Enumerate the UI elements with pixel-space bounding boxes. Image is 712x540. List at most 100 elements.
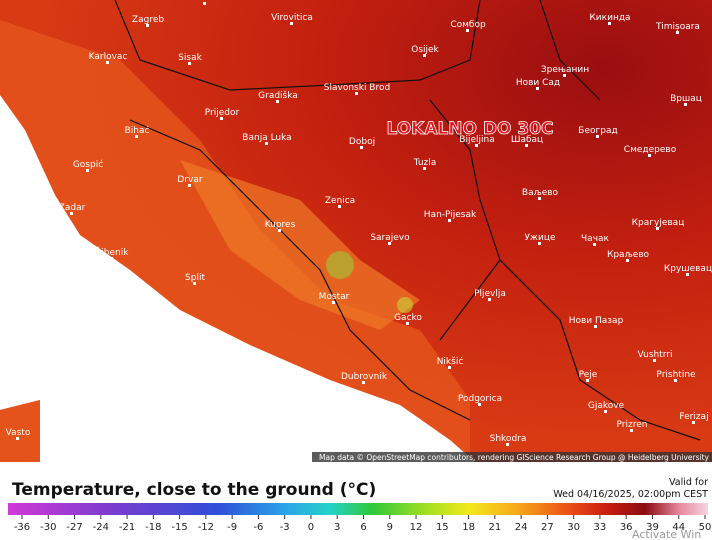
watermark: Activate Win	[632, 528, 701, 540]
city-dot	[596, 135, 599, 138]
city-dot	[135, 135, 138, 138]
city-dot	[630, 429, 633, 432]
colorbar-label: -9	[227, 522, 237, 533]
city-dot	[538, 242, 541, 245]
city-dot	[488, 298, 491, 301]
colorbar-label: -24	[93, 522, 109, 533]
city-dot	[193, 282, 196, 285]
city-label: Mostar	[319, 292, 350, 302]
city-dot	[648, 154, 651, 157]
city-dot	[594, 325, 597, 328]
city-label: Нови Пазар	[569, 316, 624, 326]
city-label: Краљево	[607, 250, 650, 260]
city-dot	[423, 167, 426, 170]
city-dot	[388, 242, 391, 245]
colorbar-label: 30	[567, 522, 580, 533]
colorbar-label: 39	[646, 522, 659, 533]
city-label: Shkodra	[490, 434, 527, 444]
colorbar-label: 12	[410, 522, 423, 533]
city-label: Drvar	[177, 175, 202, 185]
city-label: Zenica	[325, 196, 355, 206]
colorbar-label: 9	[387, 522, 393, 533]
city-label: Peje	[579, 370, 598, 380]
city-label: Prizren	[617, 420, 648, 430]
colorbar-label: -18	[145, 522, 161, 533]
city-dot	[684, 103, 687, 106]
city-label: Смедерево	[624, 145, 677, 155]
city-label: Split	[185, 273, 205, 283]
city-label: Banja Luka	[242, 133, 291, 143]
city-label: Slavonski Brod	[324, 83, 390, 93]
city-label: Gjakove	[588, 401, 625, 411]
city-dot	[586, 379, 589, 382]
colorbar-label: 6	[360, 522, 366, 533]
colorbar-label: 24	[515, 522, 528, 533]
borders	[114, 0, 701, 441]
colorbar-label: 44	[672, 522, 685, 533]
city-dot	[676, 31, 679, 34]
city-label: Gacko	[394, 313, 422, 323]
colorbar-label: -30	[40, 522, 56, 533]
city-dot	[86, 169, 89, 172]
city-label: Ferizaj	[679, 412, 708, 422]
city-dot	[355, 92, 358, 95]
city-dot	[332, 301, 335, 304]
city-label: Virovitica	[271, 13, 313, 23]
city-label: Šibenik	[96, 246, 130, 258]
city-dot	[188, 62, 191, 65]
city-dot	[626, 259, 629, 262]
city-dot	[448, 366, 451, 369]
attribution: Map data © OpenStreetMap contributors, r…	[319, 453, 710, 462]
city-label: Сомбор	[450, 20, 486, 30]
city-dot	[536, 87, 539, 90]
city-label: Bihać	[125, 125, 150, 136]
mild-zone	[180, 160, 420, 330]
colorbar-label: 0	[308, 522, 314, 533]
colorbar-label: -36	[14, 522, 30, 533]
cool-spot	[397, 297, 413, 313]
city-label: Prijedor	[205, 108, 240, 118]
city-dot	[563, 74, 566, 77]
colorbar-label: -21	[119, 522, 135, 533]
sea	[0, 95, 475, 462]
city-label: Timișoara	[655, 22, 700, 32]
city-label: Шабац	[511, 135, 543, 145]
city-dot	[604, 410, 607, 413]
colorbar-label: 21	[488, 522, 501, 533]
city-dot	[276, 100, 279, 103]
city-dot	[290, 22, 293, 25]
city-dot	[423, 54, 426, 57]
city-label: Bijeljina	[459, 135, 494, 145]
city-label: Ваљево	[522, 188, 559, 198]
city-label: Нови Сад	[516, 78, 560, 88]
city-label: Prishtine	[656, 370, 696, 380]
city-dot	[265, 142, 268, 145]
colorbar-label: 50	[699, 522, 712, 533]
city-dot	[203, 2, 206, 5]
city-label: Кикинда	[589, 13, 630, 23]
colorbar-label: -3	[280, 522, 290, 533]
city-label: Sisak	[178, 53, 202, 63]
city-label: Han-Pijesak	[424, 210, 477, 220]
city-label: Dubrovnik	[341, 372, 388, 382]
city-dot	[106, 61, 109, 64]
city-dot	[146, 24, 149, 27]
colorbar	[8, 503, 708, 515]
valid-label: Valid for	[669, 477, 708, 488]
city-dot	[70, 212, 73, 215]
city-dot	[674, 379, 677, 382]
city-label: Крушевац	[664, 264, 712, 274]
city-label: Nikšić	[437, 356, 464, 367]
city-dot	[362, 381, 365, 384]
city-label: Vushtrri	[638, 350, 673, 360]
city-dot	[475, 144, 478, 147]
city-dot	[608, 22, 611, 25]
city-label: Вршац	[670, 94, 702, 104]
city-label: Podgorica	[458, 394, 502, 404]
city-dot	[593, 243, 596, 246]
city-dot	[110, 257, 113, 260]
land	[0, 400, 40, 462]
city-dot	[188, 184, 191, 187]
colorbar-label: 36	[620, 522, 633, 533]
city-label: Kupres	[265, 220, 296, 230]
